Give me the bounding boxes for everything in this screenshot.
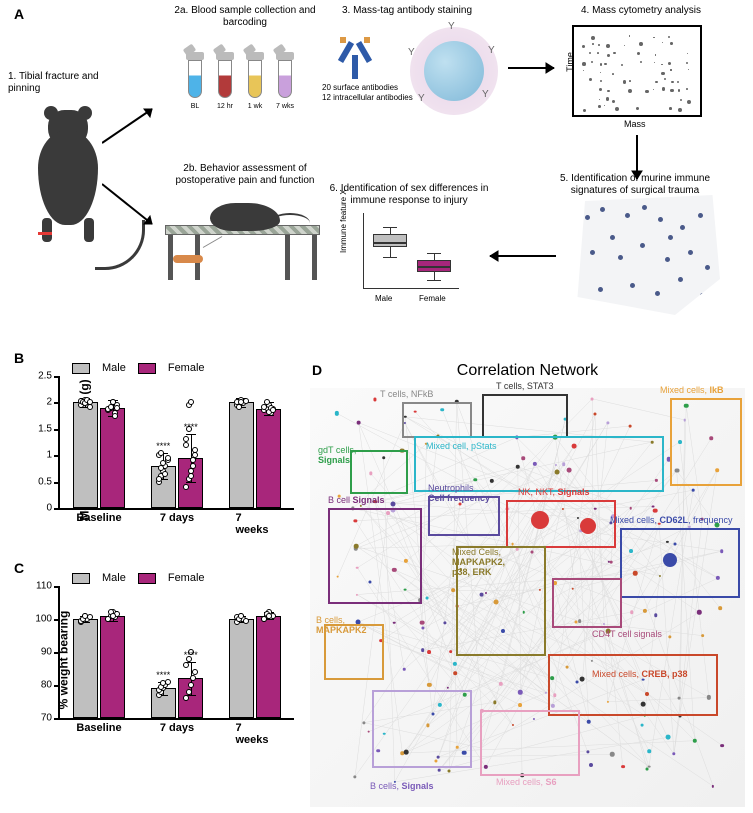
correlation-title: Correlation Network <box>310 362 745 380</box>
correlation-network: T cells, STAT3T cells, NFkBgdT cells,Sig… <box>310 388 745 807</box>
step2a-label: 2a. Blood sample collection and barcodin… <box>160 5 330 28</box>
cell-icon: Y Y Y Y Y <box>410 27 498 115</box>
legend-male: Male <box>102 572 126 584</box>
step3-sub2: 12 intracellular antibodies <box>322 93 422 102</box>
cyto-ylabel: Time <box>565 52 575 72</box>
arrow-icon <box>508 61 564 75</box>
legend-male: Male <box>102 362 126 374</box>
arrow-icon <box>480 249 560 263</box>
tubes-icon: BL12 hr1 wk7 wks <box>160 33 320 98</box>
mini-correlation-icon <box>570 195 720 315</box>
legend-female: Female <box>168 362 205 374</box>
arrow-icon <box>102 180 162 230</box>
arrow-icon <box>102 105 162 145</box>
step4-label: 4. Mass cytometry analysis <box>566 5 716 17</box>
step3-label: 3. Mass-tag antibody staining <box>332 5 482 17</box>
behavior-icon <box>155 185 330 305</box>
panel-a: 1. Tibial fracture and pinning 2a. Blood… <box>10 5 743 335</box>
chart-c: % weight bearing Male Female 70809010011… <box>10 570 300 750</box>
cyto-xlabel: Mass <box>624 119 646 129</box>
step2b-label: 2b. Behavior assessment of postoperative… <box>160 163 330 186</box>
step3-sub1: 20 surface antibodies <box>322 83 412 92</box>
legend-female: Female <box>168 572 205 584</box>
step5-label: 5. Identification of murine immune signa… <box>540 173 730 196</box>
chart-b: Mechanical threshold (g) Male Female 00.… <box>10 360 300 540</box>
boxplot-x-female: Female <box>419 294 446 303</box>
boxplot-icon: Immune feature X Male Female <box>345 205 465 305</box>
antibody-icon <box>338 37 372 81</box>
boxplot-x-male: Male <box>375 294 392 303</box>
chart-b-legend: Male Female <box>72 362 205 374</box>
cytometry-plot: Time Mass <box>572 25 702 117</box>
step6-label: 6. Identification of sex differences in … <box>324 183 494 206</box>
step1-label: 1. Tibial fracture and pinning <box>8 71 118 94</box>
chart-c-legend: Male Female <box>72 572 205 584</box>
boxplot-ylabel: Immune feature X <box>339 189 348 253</box>
panel-d: Correlation Network T cells, STAT3T cell… <box>310 362 745 807</box>
